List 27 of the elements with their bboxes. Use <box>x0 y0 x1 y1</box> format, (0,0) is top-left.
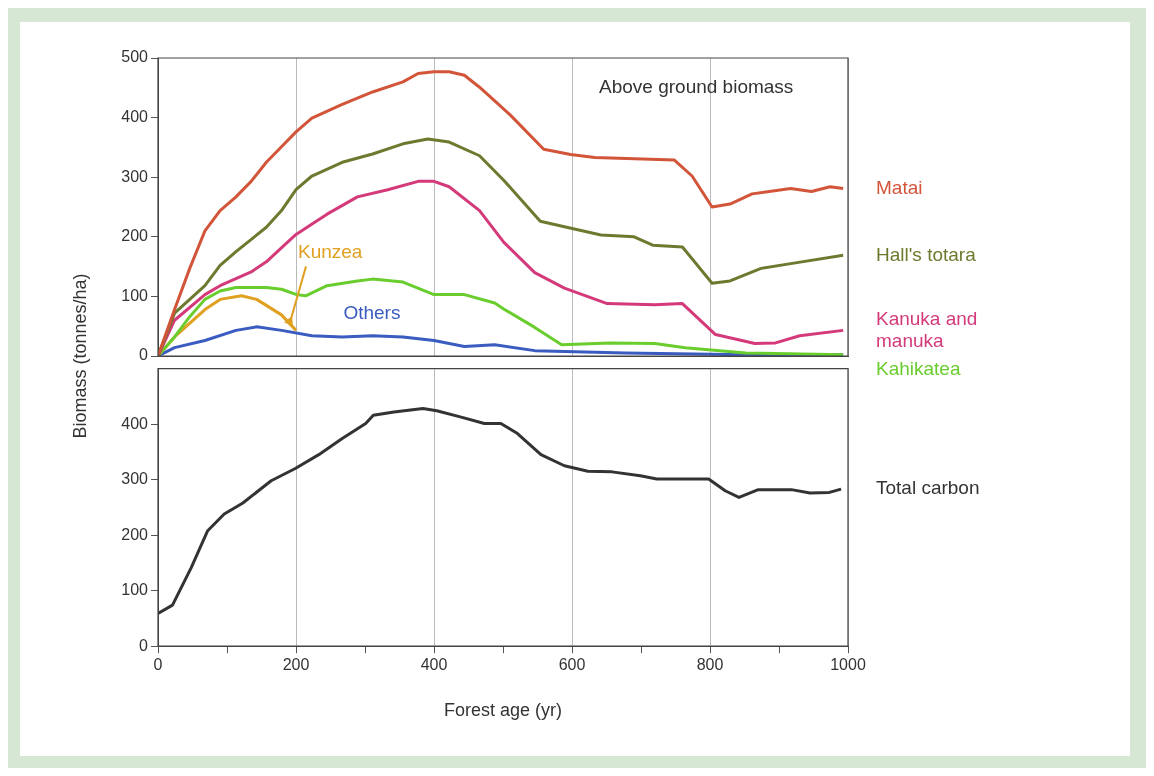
y-tick-label: 0 <box>139 346 149 364</box>
series-label: Kanuka and manuka <box>876 307 978 351</box>
x-tick-label: 0 <box>153 656 163 674</box>
y-tick-label: 0 <box>139 636 149 654</box>
y-tick-label: 200 <box>121 227 149 245</box>
x-tick-label: 800 <box>696 656 724 674</box>
x-tick-label: 600 <box>558 656 586 674</box>
x-tick-label: 1000 <box>830 656 866 674</box>
x-tick-label: 200 <box>282 656 310 674</box>
y-tick-label: 100 <box>121 286 149 304</box>
y-tick-label: 300 <box>121 470 149 488</box>
y-tick-label: 200 <box>121 525 149 543</box>
y-tick-label: 100 <box>121 581 149 599</box>
y-tick-label: 300 <box>121 167 149 185</box>
x-tick-label: 400 <box>420 656 448 674</box>
y-tick-label: 400 <box>121 108 149 126</box>
y-tick-label: 400 <box>121 414 149 432</box>
text: Kunzea <box>298 240 363 262</box>
x-axis-title: Forest age (yr) <box>443 700 563 721</box>
series-label: Matai <box>876 176 923 198</box>
y-axis-title: Biomass (tonnes/ha) <box>69 273 91 439</box>
series-label: Others <box>343 302 401 323</box>
annotation: Above ground biomass <box>599 76 794 98</box>
series-label: Kahikatea <box>876 357 961 379</box>
series-label: Total carbon <box>876 477 980 499</box>
y-tick-label: 500 <box>121 48 149 66</box>
series-label: Hall's totara <box>876 243 977 265</box>
